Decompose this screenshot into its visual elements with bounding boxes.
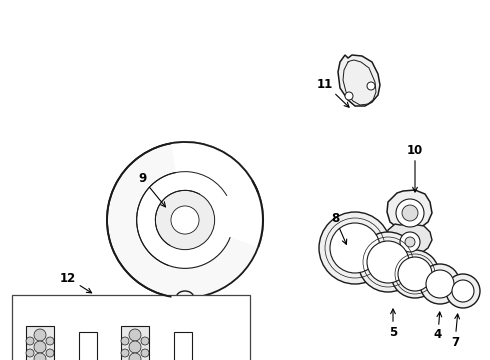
Circle shape bbox=[400, 232, 420, 252]
Polygon shape bbox=[387, 190, 432, 230]
Circle shape bbox=[405, 237, 415, 247]
Circle shape bbox=[26, 349, 34, 357]
Circle shape bbox=[107, 142, 263, 298]
Circle shape bbox=[137, 172, 233, 268]
Text: 3: 3 bbox=[0, 359, 1, 360]
Circle shape bbox=[402, 205, 418, 221]
Circle shape bbox=[398, 257, 432, 291]
Polygon shape bbox=[387, 224, 432, 256]
Circle shape bbox=[452, 280, 474, 302]
Text: 8: 8 bbox=[331, 212, 347, 244]
Circle shape bbox=[121, 349, 129, 357]
Polygon shape bbox=[79, 332, 97, 360]
Circle shape bbox=[319, 212, 391, 284]
Circle shape bbox=[129, 329, 141, 341]
Polygon shape bbox=[174, 332, 192, 360]
Text: 10: 10 bbox=[407, 144, 423, 192]
Bar bbox=[12, 295, 250, 360]
Circle shape bbox=[34, 329, 46, 341]
Polygon shape bbox=[26, 326, 54, 360]
Circle shape bbox=[129, 353, 141, 360]
Text: 4: 4 bbox=[434, 312, 442, 342]
Circle shape bbox=[46, 337, 54, 345]
Circle shape bbox=[367, 241, 409, 283]
Circle shape bbox=[141, 337, 149, 345]
Circle shape bbox=[34, 341, 46, 353]
Circle shape bbox=[141, 349, 149, 357]
Circle shape bbox=[446, 274, 480, 308]
Circle shape bbox=[358, 232, 418, 292]
Text: 6: 6 bbox=[0, 359, 1, 360]
Text: 12: 12 bbox=[60, 271, 92, 293]
Text: 1: 1 bbox=[0, 359, 1, 360]
Polygon shape bbox=[121, 326, 149, 360]
Circle shape bbox=[121, 337, 129, 345]
Circle shape bbox=[26, 337, 34, 345]
Text: 7: 7 bbox=[451, 314, 460, 348]
Text: 14: 14 bbox=[0, 359, 1, 360]
Text: 2: 2 bbox=[0, 359, 1, 360]
Polygon shape bbox=[338, 55, 380, 106]
Text: 5: 5 bbox=[389, 309, 397, 338]
Circle shape bbox=[420, 264, 460, 304]
Circle shape bbox=[155, 190, 215, 249]
Circle shape bbox=[129, 341, 141, 353]
Circle shape bbox=[426, 270, 454, 298]
Circle shape bbox=[391, 250, 439, 298]
Circle shape bbox=[34, 353, 46, 360]
Circle shape bbox=[396, 199, 424, 227]
Circle shape bbox=[345, 92, 353, 100]
Polygon shape bbox=[172, 142, 263, 247]
Circle shape bbox=[46, 349, 54, 357]
Text: 11: 11 bbox=[317, 77, 349, 107]
Circle shape bbox=[367, 82, 375, 90]
Circle shape bbox=[171, 206, 199, 234]
Text: 13: 13 bbox=[0, 359, 1, 360]
Text: 9: 9 bbox=[138, 171, 166, 207]
Circle shape bbox=[330, 223, 380, 273]
